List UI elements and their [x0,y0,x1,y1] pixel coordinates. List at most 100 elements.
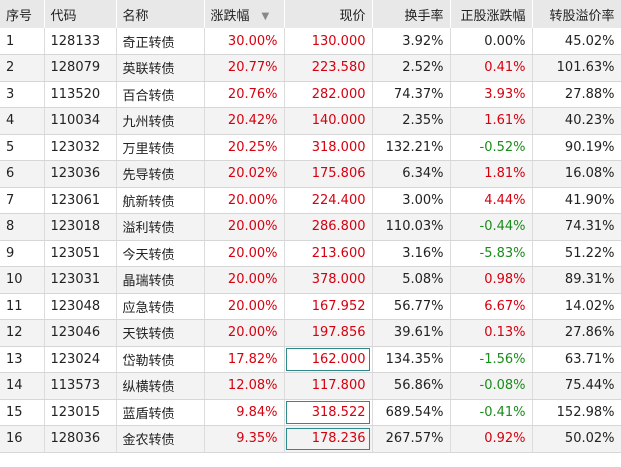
table-row[interactable]: 6 123036 先导转债 20.02% 175.806 6.34% 1.81% 16.08% [0,160,621,188]
change-pct-cell: 20.00% [204,319,285,347]
bond-code-cell: 123015 [44,399,117,426]
turnover-rate-cell: 3.16% [372,240,451,267]
change-pct-cell: 20.77% [204,54,285,82]
price-cell: 378.000 [284,266,373,294]
header-change[interactable]: 涨跌幅 ▼ [204,0,285,28]
bond-name-cell: 晶瑞转债 [116,266,205,294]
table-row[interactable]: 10 123031 晶瑞转债 20.00% 378.000 5.08% 0.98% 89.31… [0,266,621,294]
conversion-premium-cell: 41.90% [532,187,621,214]
row-index-cell: 6 [0,160,45,188]
turnover-rate-cell: 39.61% [372,319,451,347]
turnover-rate-cell: 132.21% [372,134,451,161]
table-row[interactable]: 7 123061 航新转债 20.00% 224.400 3.00% 4.44% 41.90% [0,187,621,214]
turnover-rate-cell: 56.86% [372,372,451,400]
header-code[interactable]: 代码 [44,0,117,28]
turnover-rate-cell: 2.35% [372,107,451,135]
header-premium[interactable]: 转股溢价率 [532,0,621,28]
header-name[interactable]: 名称 [116,0,205,28]
bond-name-cell: 先导转债 [116,160,205,188]
change-pct-cell: 9.84% [204,399,285,426]
bond-code-cell: 123018 [44,213,117,241]
turnover-rate-cell: 134.35% [372,346,451,373]
table-row[interactable]: 8 123018 溢利转债 20.00% 286.800 110.03% -0.44% 74.… [0,213,621,241]
turnover-rate-cell: 56.77% [372,293,451,320]
price-cell: 167.952 [284,293,373,320]
bond-code-cell: 128036 [44,425,117,453]
bond-name-cell: 奇正转债 [116,28,205,55]
stock-change-pct-cell: 0.92% [450,425,533,453]
table-row[interactable]: 5 123032 万里转债 20.25% 318.000 132.21% -0.52% 90.… [0,134,621,161]
bond-code-cell: 113520 [44,81,117,108]
bond-code-cell: 123024 [44,346,117,373]
bond-code-cell: 110034 [44,107,117,135]
price-cell: 175.806 [284,160,373,188]
table-row[interactable]: 12 123046 天铁转债 20.00% 197.856 39.61% 0.13% 27.8… [0,319,621,347]
price-cell: 197.856 [284,319,373,347]
bond-name-cell: 金农转债 [116,425,205,453]
change-pct-cell: 20.00% [204,213,285,241]
stock-change-pct-cell: -0.44% [450,213,533,241]
row-index-cell: 11 [0,293,45,320]
conversion-premium-cell: 74.31% [532,213,621,241]
table-row[interactable]: 9 123051 今天转债 20.00% 213.600 3.16% -5.83% 51.22… [0,240,621,267]
bond-name-cell: 航新转债 [116,187,205,214]
header-turnover[interactable]: 换手率 [372,0,451,28]
bond-code-cell: 113573 [44,372,117,400]
table-row[interactable]: 3 113520 百合转债 20.76% 282.000 74.37% 3.93% 27.88… [0,81,621,108]
change-pct-cell: 17.82% [204,346,285,373]
change-pct-cell: 20.00% [204,266,285,294]
table-row[interactable]: 2 128079 英联转债 20.77% 223.580 2.52% 0.41% 101.63… [0,54,621,82]
conversion-premium-cell: 101.63% [532,54,621,82]
price-cell: 130.000 [284,28,373,55]
header-price[interactable]: 现价 [284,0,373,28]
conversion-premium-cell: 51.22% [532,240,621,267]
row-index-cell: 13 [0,346,45,373]
stock-change-pct-cell: -1.56% [450,346,533,373]
row-index-cell: 14 [0,372,45,400]
conversion-premium-cell: 45.02% [532,28,621,55]
conversion-premium-cell: 27.86% [532,319,621,347]
bond-code-cell: 123051 [44,240,117,267]
stock-change-pct-cell: 0.41% [450,54,533,82]
stock-change-pct-cell: -0.52% [450,134,533,161]
bond-name-cell: 纵横转债 [116,372,205,400]
row-index-cell: 1 [0,28,45,55]
table-row[interactable]: 13 123024 岱勒转债 17.82% 162.000 134.35% -1.56% 63… [0,346,621,373]
price-cell: 117.800 [284,372,373,400]
row-index-cell: 2 [0,54,45,82]
bond-code-cell: 128079 [44,54,117,82]
table-row[interactable]: 11 123048 应急转债 20.00% 167.952 56.77% 6.67% 14.0… [0,293,621,320]
price-cell: 318.000 [284,134,373,161]
header-index[interactable]: 序号 [0,0,45,28]
stock-change-pct-cell: 0.98% [450,266,533,294]
change-pct-cell: 12.08% [204,372,285,400]
bond-quote-table: 序号 代码 名称 涨跌幅 ▼ 现价 换手率 正股涨跌幅 转股溢价率 1 128133… [0,0,621,453]
price-cell: 223.580 [284,54,373,82]
sort-descending-icon[interactable]: ▼ [261,10,270,22]
stock-change-pct-cell: 1.61% [450,107,533,135]
table-row[interactable]: 15 123015 蓝盾转债 9.84% 318.522 689.54% -0.41% 152… [0,399,621,426]
bond-code-cell: 123031 [44,266,117,294]
stock-change-pct-cell: 4.44% [450,187,533,214]
header-stock-change[interactable]: 正股涨跌幅 [450,0,533,28]
conversion-premium-cell: 152.98% [532,399,621,426]
conversion-premium-cell: 89.31% [532,266,621,294]
row-index-cell: 4 [0,107,45,135]
stock-change-pct-cell: 1.81% [450,160,533,188]
table-row[interactable]: 16 128036 金农转债 9.35% 178.236 267.57% 0.92% 50.0… [0,425,621,453]
table-row[interactable]: 1 128133 奇正转债 30.00% 130.000 3.92% 0.00% 45.02% [0,28,621,55]
table-row[interactable]: 14 113573 纵横转债 12.08% 117.800 56.86% -0.08% 75.… [0,372,621,400]
change-pct-cell: 30.00% [204,28,285,55]
row-index-cell: 16 [0,425,45,453]
change-pct-cell: 20.76% [204,81,285,108]
table-row[interactable]: 4 110034 九州转债 20.42% 140.000 2.35% 1.61% 40.23% [0,107,621,135]
turnover-rate-cell: 3.00% [372,187,451,214]
row-index-cell: 9 [0,240,45,267]
turnover-rate-cell: 3.92% [372,28,451,55]
conversion-premium-cell: 50.02% [532,425,621,453]
bond-name-cell: 百合转债 [116,81,205,108]
bond-code-cell: 123048 [44,293,117,320]
bond-name-cell: 溢利转债 [116,213,205,241]
change-pct-cell: 20.25% [204,134,285,161]
stock-change-pct-cell: 0.13% [450,319,533,347]
